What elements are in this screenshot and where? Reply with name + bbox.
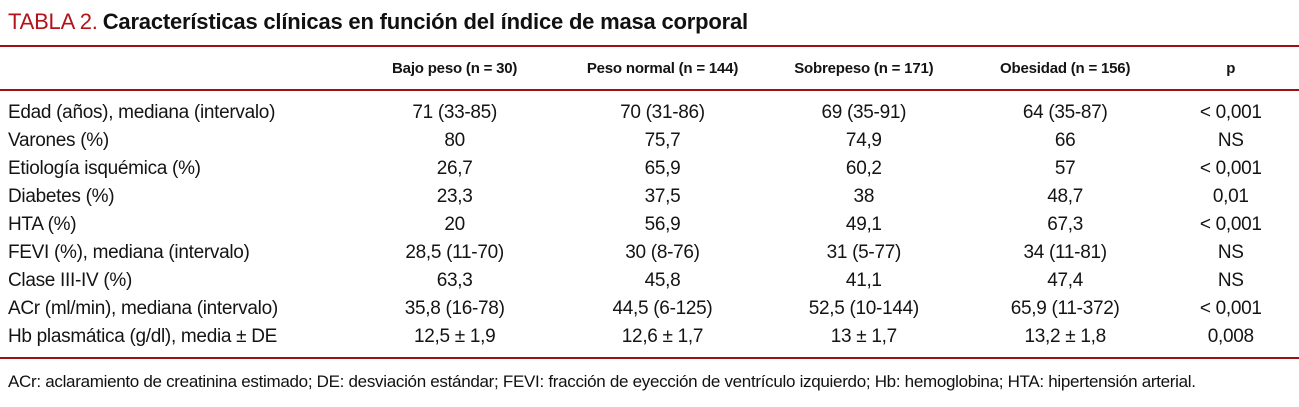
- cell-value: 60,2: [845, 158, 882, 179]
- table-row: Varones (%) 80 75,7 74,9 66 NS: [0, 127, 1299, 155]
- table-row: Hb plasmática (g/dl), media ± DE 12,5 ± 1…: [0, 323, 1299, 358]
- cell-value: NS: [1217, 242, 1244, 263]
- table-row: ACr (ml/min), mediana (intervalo) 35,8 (1…: [0, 295, 1299, 323]
- cell-value: 12,5 ± 1,9: [413, 326, 496, 347]
- row-label: HTA (%): [8, 214, 77, 235]
- column-header: p: [1162, 46, 1299, 91]
- cell-value: 70 (31-86): [620, 102, 705, 123]
- cell-value: 69 (35-91): [821, 102, 907, 123]
- cell-value: 13,2 ± 1,8: [1024, 326, 1106, 347]
- cell-value: 63,3: [436, 270, 473, 291]
- cell-value: 57: [1054, 158, 1076, 179]
- cell-value: < 0,001: [1199, 298, 1262, 319]
- table-number: TABLA 2.: [8, 9, 98, 34]
- cell-value: 66: [1054, 130, 1076, 151]
- table-row: HTA (%) 20 56,9 49,1 67,3 < 0,001: [0, 211, 1299, 239]
- cell-value: 80: [444, 130, 465, 151]
- cell-value: < 0,001: [1199, 102, 1262, 123]
- cell-value: < 0,001: [1199, 214, 1262, 235]
- row-label: FEVI (%), mediana (intervalo): [8, 242, 250, 263]
- cell-value: 30 (8-76): [625, 242, 700, 263]
- table-row: FEVI (%), mediana (intervalo) 28,5 (11-70…: [0, 239, 1299, 267]
- cell-value: NS: [1217, 130, 1244, 151]
- table-row: Clase III-IV (%) 63,3 45,8 41,1 47,4 NS: [0, 267, 1299, 295]
- cell-value: 65,9: [644, 158, 681, 179]
- row-label: Hb plasmática (g/dl), media ± DE: [8, 326, 278, 347]
- table-footnote: ACr: aclaramiento de creatinina estimado…: [8, 372, 1196, 391]
- table-caption: Características clínicas en función del …: [102, 9, 748, 34]
- cell-value: 48,7: [1047, 186, 1084, 207]
- cell-value: 38: [853, 186, 875, 207]
- cell-value: 75,7: [644, 130, 681, 151]
- cell-value: 44,5 (6-125): [612, 298, 713, 319]
- cell-value: 49,1: [845, 214, 882, 235]
- cell-value: 0,008: [1207, 326, 1254, 347]
- column-header: Sobrepeso (n = 171): [759, 46, 968, 91]
- cell-value: 47,4: [1047, 270, 1084, 291]
- table-row: Etiología isquémica (%) 26,7 65,9 60,2 57 < 0…: [0, 155, 1299, 183]
- header-row: Bajo peso (n = 30) Peso normal (n = 144) S…: [0, 46, 1299, 91]
- cell-value: 64 (35-87): [1022, 102, 1108, 123]
- cell-value: 65,9 (11-372): [1010, 298, 1120, 319]
- row-label: ACr (ml/min), mediana (intervalo): [8, 298, 278, 319]
- row-label: Etiología isquémica (%): [8, 158, 201, 179]
- cell-value: 56,9: [644, 214, 681, 235]
- cell-value: 31 (5-77): [826, 242, 902, 263]
- cell-value: NS: [1217, 270, 1244, 291]
- cell-value: 52,5 (10-144): [808, 298, 919, 319]
- column-header: Bajo peso (n = 30): [344, 46, 566, 91]
- cell-value: 28,5 (11-70): [405, 242, 504, 263]
- corner-cell: [0, 46, 345, 91]
- table-body: Edad (años), mediana (intervalo) 71 (33-8…: [0, 90, 1299, 358]
- cell-value: 0,01: [1212, 186, 1249, 207]
- cell-value: 45,8: [644, 270, 681, 291]
- clinical-characteristics-table: Bajo peso (n = 30) Peso normal (n = 144) S…: [0, 45, 1299, 359]
- cell-value: 23,3: [436, 186, 473, 207]
- cell-value: 67,3: [1047, 214, 1084, 235]
- cell-value: 35,8 (16-78): [404, 298, 505, 319]
- row-label: Clase III-IV (%): [8, 270, 132, 291]
- cell-value: 74,9: [845, 130, 882, 151]
- cell-value: 13 ± 1,7: [830, 326, 897, 347]
- cell-value: 26,7: [436, 158, 473, 179]
- row-label: Edad (años), mediana (intervalo): [8, 102, 276, 123]
- cell-value: < 0,001: [1199, 158, 1262, 179]
- row-label: Diabetes (%): [8, 186, 115, 207]
- table-title: TABLA 2. Características clínicas en func…: [8, 9, 1291, 35]
- row-label: Varones (%): [8, 130, 109, 151]
- cell-value: 20: [444, 214, 465, 235]
- table-row: Edad (años), mediana (intervalo) 71 (33-8…: [0, 90, 1299, 127]
- cell-value: 71 (33-85): [412, 102, 497, 123]
- table-row: Diabetes (%) 23,3 37,5 38 48,7 0,01: [0, 183, 1299, 211]
- column-header: Obesidad (n = 156): [967, 46, 1163, 91]
- cell-value: 12,6 ± 1,7: [621, 326, 704, 347]
- cell-value: 34 (11-81): [1023, 242, 1108, 263]
- cell-value: 37,5: [644, 186, 681, 207]
- column-header: Peso normal (n = 144): [565, 46, 760, 91]
- cell-value: 41,1: [845, 270, 882, 291]
